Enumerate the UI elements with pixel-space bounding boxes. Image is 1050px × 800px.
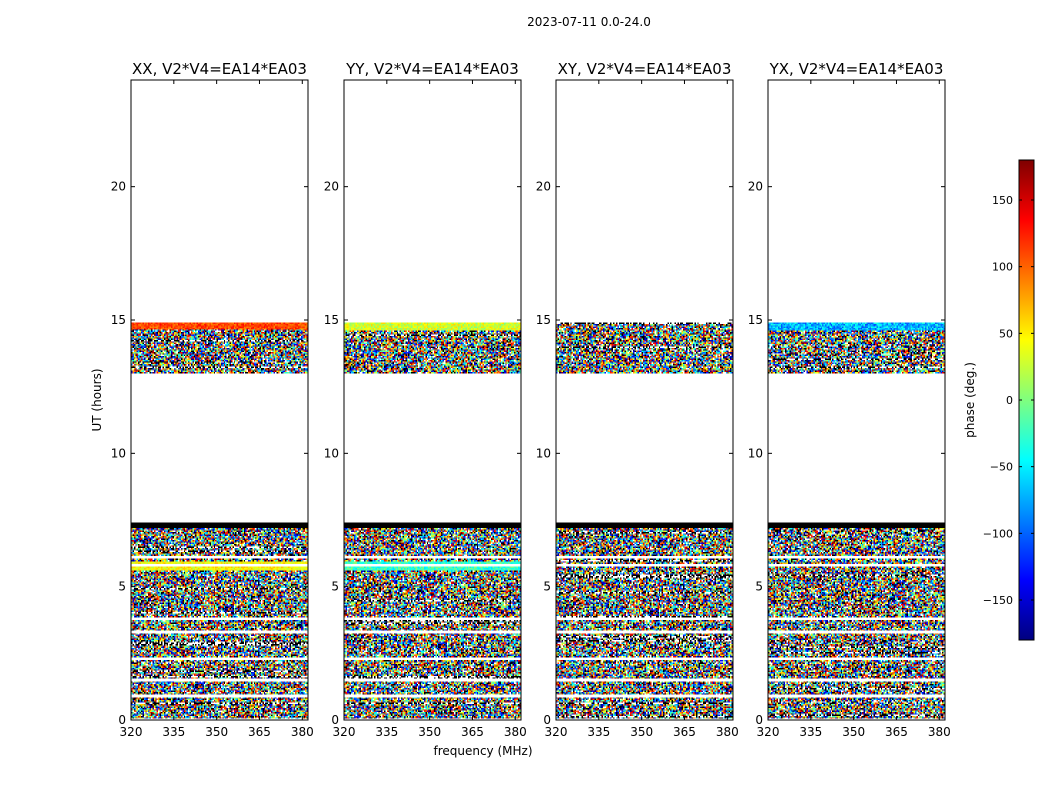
x-tick-label: 365 <box>885 725 908 739</box>
y-tick-label: 0 <box>118 713 126 727</box>
x-tick-label: 350 <box>630 725 653 739</box>
y-tick-label: 10 <box>324 446 339 460</box>
x-tick-label: 320 <box>333 725 356 739</box>
colorbar-tick-label: 100 <box>992 261 1013 274</box>
x-tick-label: 380 <box>504 725 527 739</box>
y-tick-label: 20 <box>536 180 551 194</box>
x-tick-label: 335 <box>587 725 610 739</box>
y-tick-label: 5 <box>543 580 551 594</box>
panel-title: XX, V2*V4=EA14*EA03 <box>132 60 307 78</box>
colorbar-label: phase (deg.) <box>963 362 977 438</box>
panel-title: YY, V2*V4=EA14*EA03 <box>345 60 519 78</box>
y-tick-label: 20 <box>111 180 126 194</box>
colorbar-tick-label: −100 <box>983 527 1013 540</box>
x-tick-label: 365 <box>673 725 696 739</box>
colorbar: −150 −100 −50 0 50 100 150 <box>983 159 1035 641</box>
x-tick-label: 365 <box>248 725 271 739</box>
phase-raster <box>556 80 733 720</box>
panel-2: YY, V2*V4=EA14*EA03 320 335 350 365 380 0 5 10 15… <box>324 60 527 739</box>
x-axis-label: frequency (MHz) <box>433 744 532 758</box>
x-tick-label: 320 <box>757 725 780 739</box>
panels-group: XX, V2*V4=EA14*EA03 320 335 350 365 380 0 5 10 15… <box>111 60 951 739</box>
x-tick-label: 320 <box>120 725 143 739</box>
y-tick-label: 0 <box>755 713 763 727</box>
panel-4: YX, V2*V4=EA14*EA03 320 335 350 365 380 0 5 10 15… <box>748 60 951 739</box>
x-tick-label: 335 <box>375 725 398 739</box>
panel-1: XX, V2*V4=EA14*EA03 320 335 350 365 380 0 5 10 15… <box>111 60 314 739</box>
y-tick-label: 15 <box>324 313 339 327</box>
colorbar-tick-label: 150 <box>992 194 1013 207</box>
x-tick-label: 380 <box>291 725 314 739</box>
x-tick-label: 320 <box>545 725 568 739</box>
y-axis-label: UT (hours) <box>90 368 104 431</box>
x-tick-label: 350 <box>842 725 865 739</box>
colorbar-tick-label: 0 <box>1006 394 1013 407</box>
y-tick-label: 10 <box>748 446 763 460</box>
y-tick-label: 15 <box>536 313 551 327</box>
colorbar-tick-label: 50 <box>999 327 1013 340</box>
panel-frame <box>555 79 734 721</box>
phase-raster <box>344 80 521 720</box>
phase-raster <box>131 80 308 720</box>
panel-3: XY, V2*V4=EA14*EA03 320 335 350 365 380 0 5 10 15… <box>536 60 739 739</box>
y-tick-label: 20 <box>748 180 763 194</box>
colorbar-tick-label: −150 <box>983 594 1013 607</box>
y-tick-label: 5 <box>118 580 126 594</box>
panel-frame <box>767 79 946 721</box>
panel-frame <box>343 79 522 721</box>
y-tick-label: 10 <box>111 446 126 460</box>
figure-suptitle: 2023-07-11 0.0-24.0 <box>527 15 651 29</box>
y-tick-label: 20 <box>324 180 339 194</box>
panel-title: XY, V2*V4=EA14*EA03 <box>558 60 732 78</box>
y-tick-label: 0 <box>543 713 551 727</box>
x-tick-label: 350 <box>418 725 441 739</box>
panel-frame <box>130 79 309 721</box>
x-tick-label: 365 <box>461 725 484 739</box>
y-tick-label: 5 <box>755 580 763 594</box>
y-tick-label: 15 <box>748 313 763 327</box>
x-tick-label: 335 <box>162 725 185 739</box>
y-tick-label: 0 <box>331 713 339 727</box>
phase-raster <box>768 80 945 720</box>
x-tick-label: 380 <box>716 725 739 739</box>
x-tick-label: 350 <box>205 725 228 739</box>
x-tick-label: 380 <box>928 725 951 739</box>
colorbar-tick-label: −50 <box>990 461 1013 474</box>
panel-title: YX, V2*V4=EA14*EA03 <box>769 60 944 78</box>
x-tick-label: 335 <box>799 725 822 739</box>
y-tick-label: 10 <box>536 446 551 460</box>
y-tick-label: 5 <box>331 580 339 594</box>
y-tick-label: 15 <box>111 313 126 327</box>
